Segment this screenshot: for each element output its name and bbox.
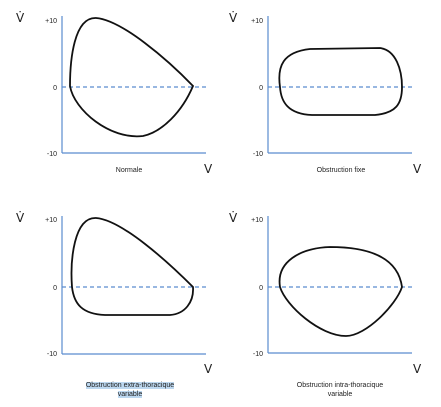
flow-volume-loop xyxy=(278,47,403,116)
tick-minus-10: -10 xyxy=(47,151,57,158)
x-axis-symbol: V xyxy=(204,162,213,176)
tick-0: 0 xyxy=(53,285,57,292)
y-axis-symbol: V̇ xyxy=(229,11,238,25)
tick-plus-10: +10 xyxy=(251,217,263,224)
x-axis-symbol: V xyxy=(413,362,422,376)
tick-minus-10: -10 xyxy=(253,351,263,358)
caption-normale: Normale xyxy=(115,167,143,174)
caption-obstruction-intra-thoracique: Obstruction intra-thoracique variable xyxy=(296,382,384,398)
caption-obstruction-extra-thoracique: Obstruction extra-thoracique variable xyxy=(85,382,175,398)
tick-0: 0 xyxy=(259,285,263,292)
tick-plus-10: +10 xyxy=(45,18,57,25)
tick-plus-10: +10 xyxy=(45,217,57,224)
tick-0: 0 xyxy=(53,85,57,92)
tick-plus-10: +10 xyxy=(251,18,263,25)
x-axis-symbol: V xyxy=(204,362,213,376)
panel-obstruction-fixe: +10 0 -10 V̇ V xyxy=(229,11,422,176)
panel-obstruction-intra-thoracique: +10 0 -10 V̇ V xyxy=(229,211,422,376)
caption-obstruction-fixe: Obstruction fixe xyxy=(316,167,366,174)
tick-minus-10: -10 xyxy=(47,351,57,358)
flow-volume-loop xyxy=(278,246,403,337)
panel-normale: +10 0 -10 V̇ V xyxy=(16,11,213,176)
y-axis-symbol: V̇ xyxy=(229,211,238,225)
panel-obstruction-extra-thoracique: +10 0 -10 V̇ V xyxy=(16,211,213,376)
flow-volume-loop xyxy=(69,17,195,138)
tick-minus-10: -10 xyxy=(253,151,263,158)
y-axis-symbol: V̇ xyxy=(16,211,25,225)
flow-volume-loop xyxy=(70,217,194,316)
y-axis-symbol: V̇ xyxy=(16,11,25,25)
tick-0: 0 xyxy=(259,85,263,92)
x-axis-symbol: V xyxy=(413,162,422,176)
